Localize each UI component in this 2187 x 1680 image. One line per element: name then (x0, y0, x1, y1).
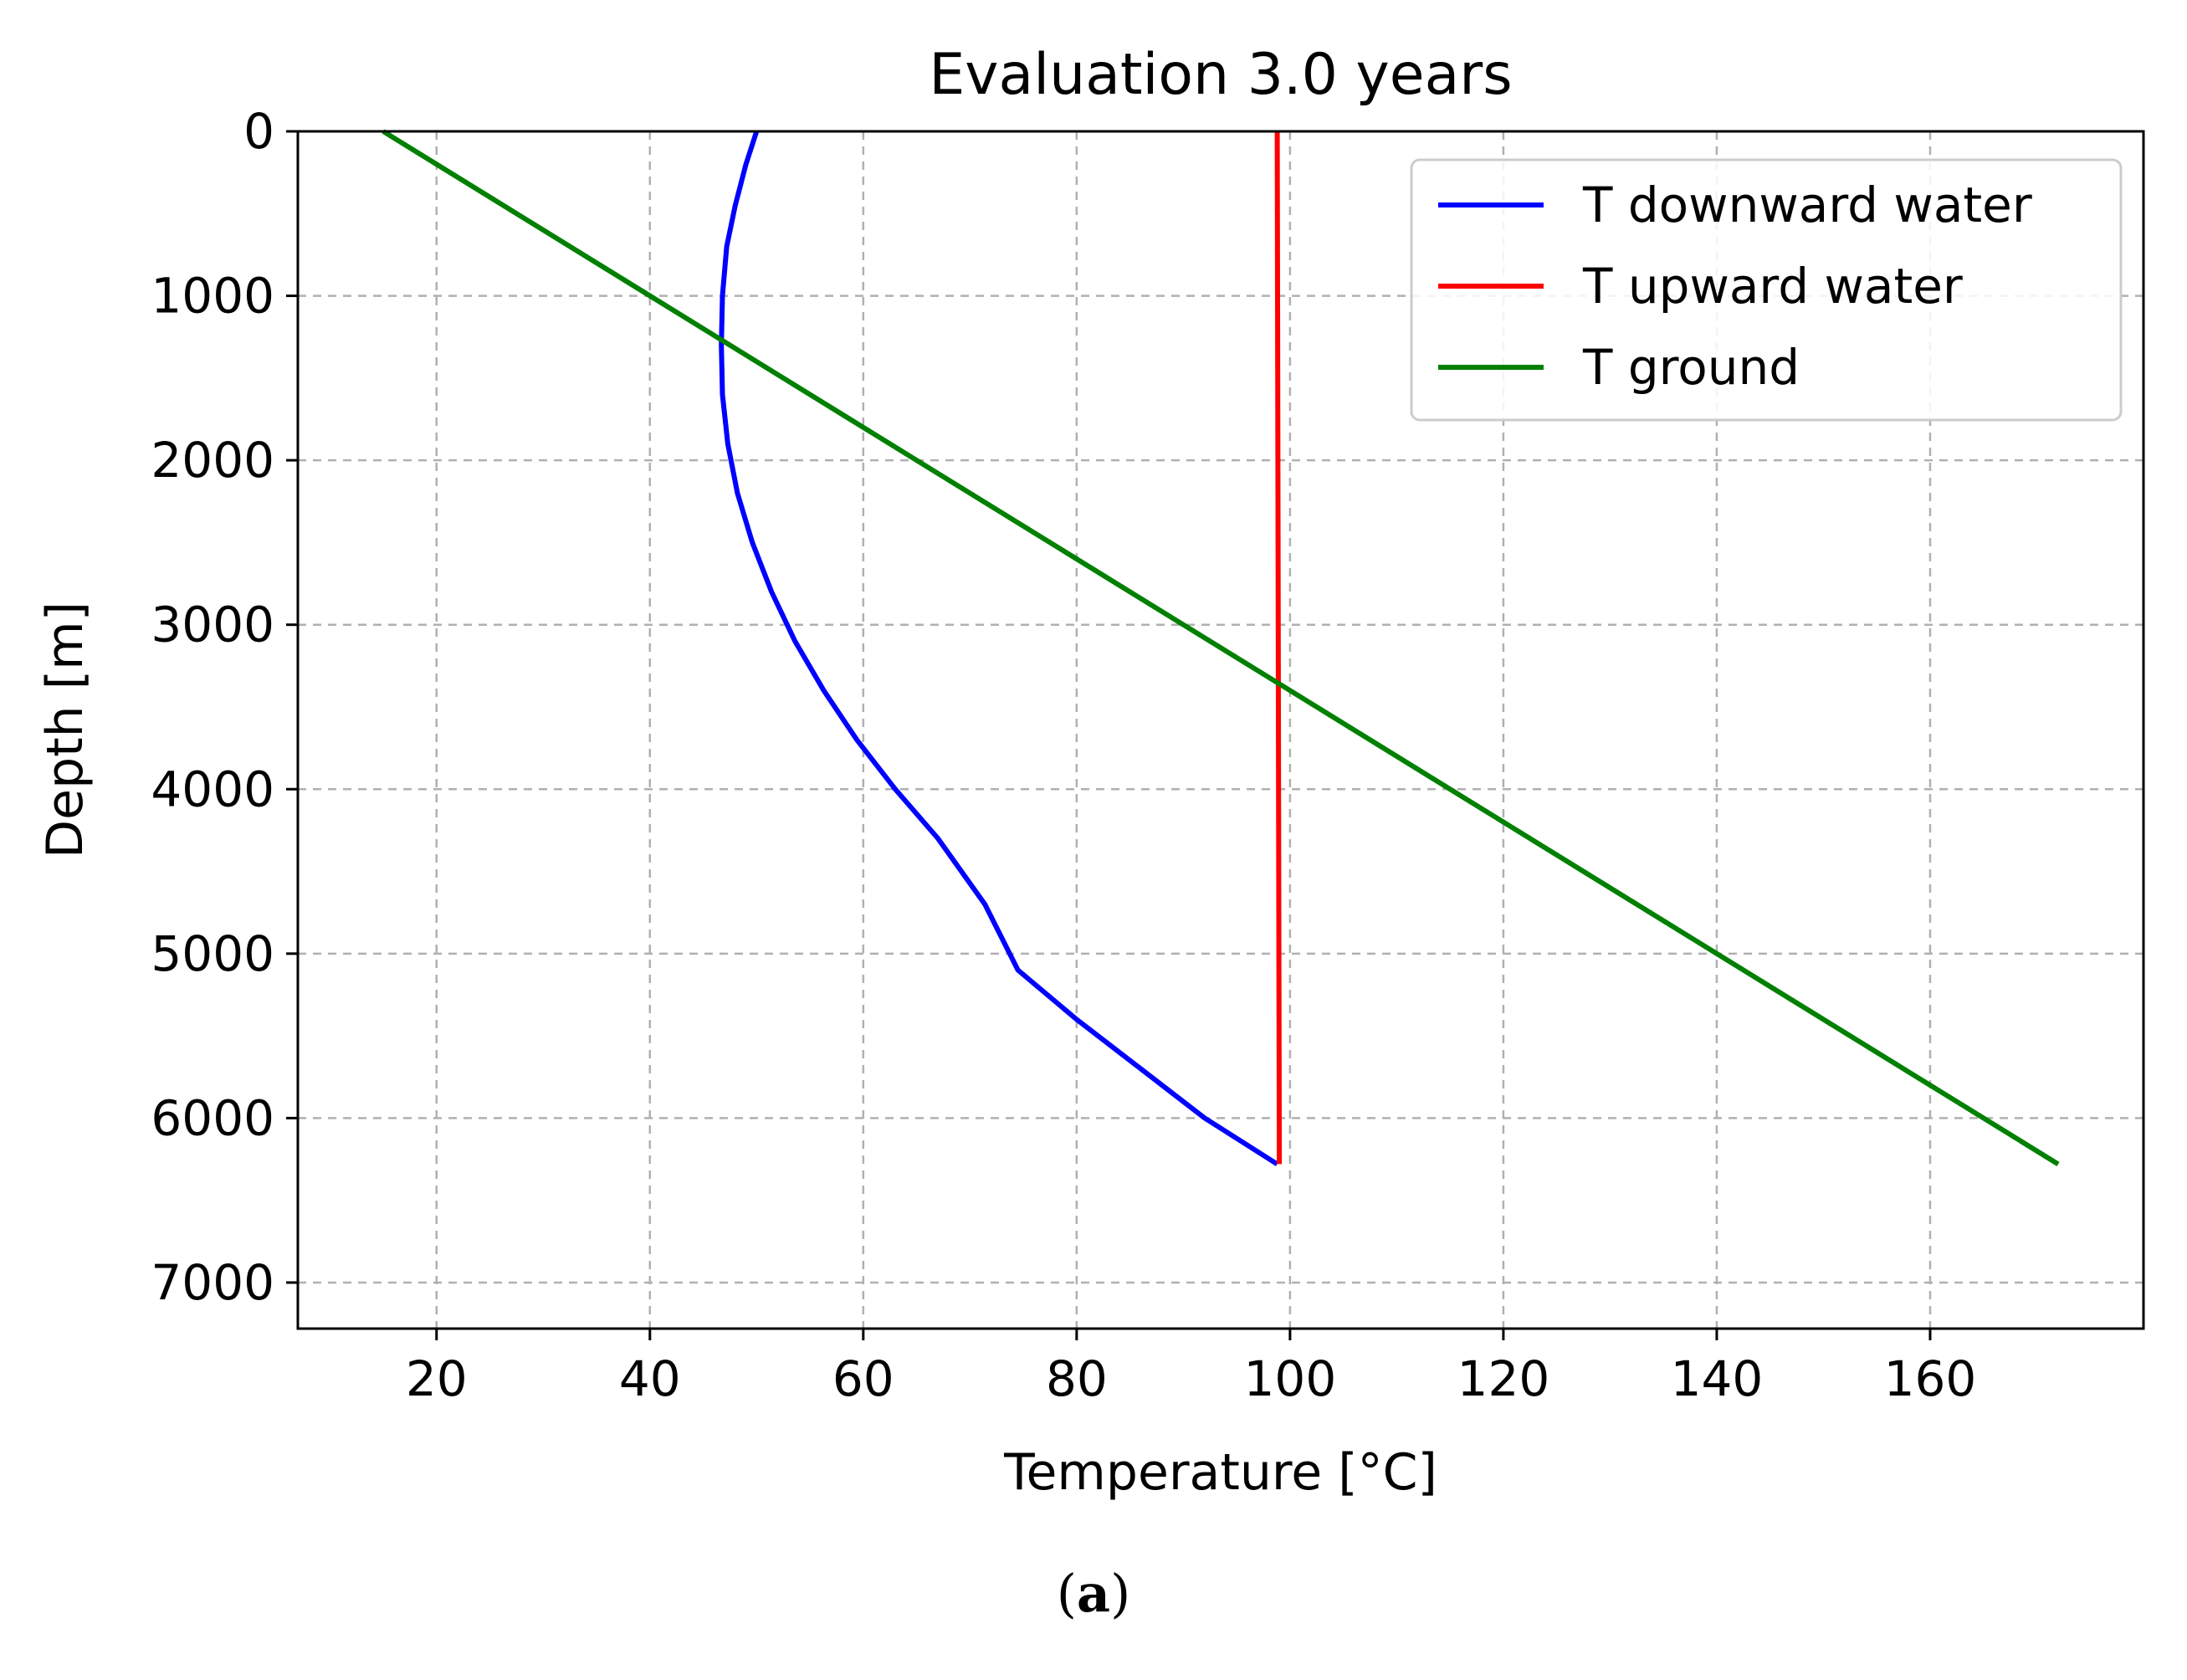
axis-ticks: 20 40 60 80 100 120 140 160 0 1000 2000 3000 4000 500… (151, 103, 1976, 1407)
x-tick-label: 120 (1457, 1350, 1550, 1407)
x-tick-label: 20 (406, 1350, 468, 1407)
legend-entry-label: T upward water (1582, 258, 1963, 315)
x-tick-label: 40 (619, 1350, 681, 1407)
series-line-t-ground (382, 129, 2060, 1166)
plot-frame (296, 130, 2145, 1330)
legend-box (1410, 158, 2123, 422)
x-axis-label: Temperature [°C] (1003, 1443, 1437, 1502)
legend: T downward water T upward water T ground (1410, 158, 2123, 422)
y-tick-label: 3000 (151, 597, 274, 653)
legend-entry-label: T ground (1582, 339, 1800, 396)
x-tick-label: 140 (1671, 1350, 1764, 1407)
y-tick-label: 0 (243, 103, 274, 160)
y-tick-label: 1000 (151, 268, 274, 325)
x-tick-label: 80 (1046, 1350, 1108, 1407)
y-axis-label: Depth [m] (36, 602, 95, 858)
y-tick-label: 4000 (151, 761, 274, 817)
x-tick-label: 160 (1884, 1350, 1977, 1407)
legend-entry-label: T downward water (1582, 177, 2032, 233)
chart-title: Evaluation 3.0 years (929, 42, 1512, 108)
caption-open: ( (1056, 1563, 1077, 1624)
y-tick-label: 7000 (151, 1254, 274, 1311)
x-tick-label: 60 (832, 1350, 894, 1407)
y-tick-label: 2000 (151, 432, 274, 489)
y-tick-label: 5000 (151, 925, 274, 982)
caption-close: ) (1110, 1563, 1131, 1624)
series-line-t-upward-water (1274, 131, 1283, 1165)
series-lines (382, 129, 2060, 1166)
figure-caption: (a) (0, 1563, 2187, 1624)
series-line-t-downward-water (719, 131, 1279, 1166)
x-tick-label: 100 (1244, 1350, 1337, 1407)
y-tick-label: 6000 (151, 1089, 274, 1146)
caption-label: a (1076, 1563, 1111, 1624)
